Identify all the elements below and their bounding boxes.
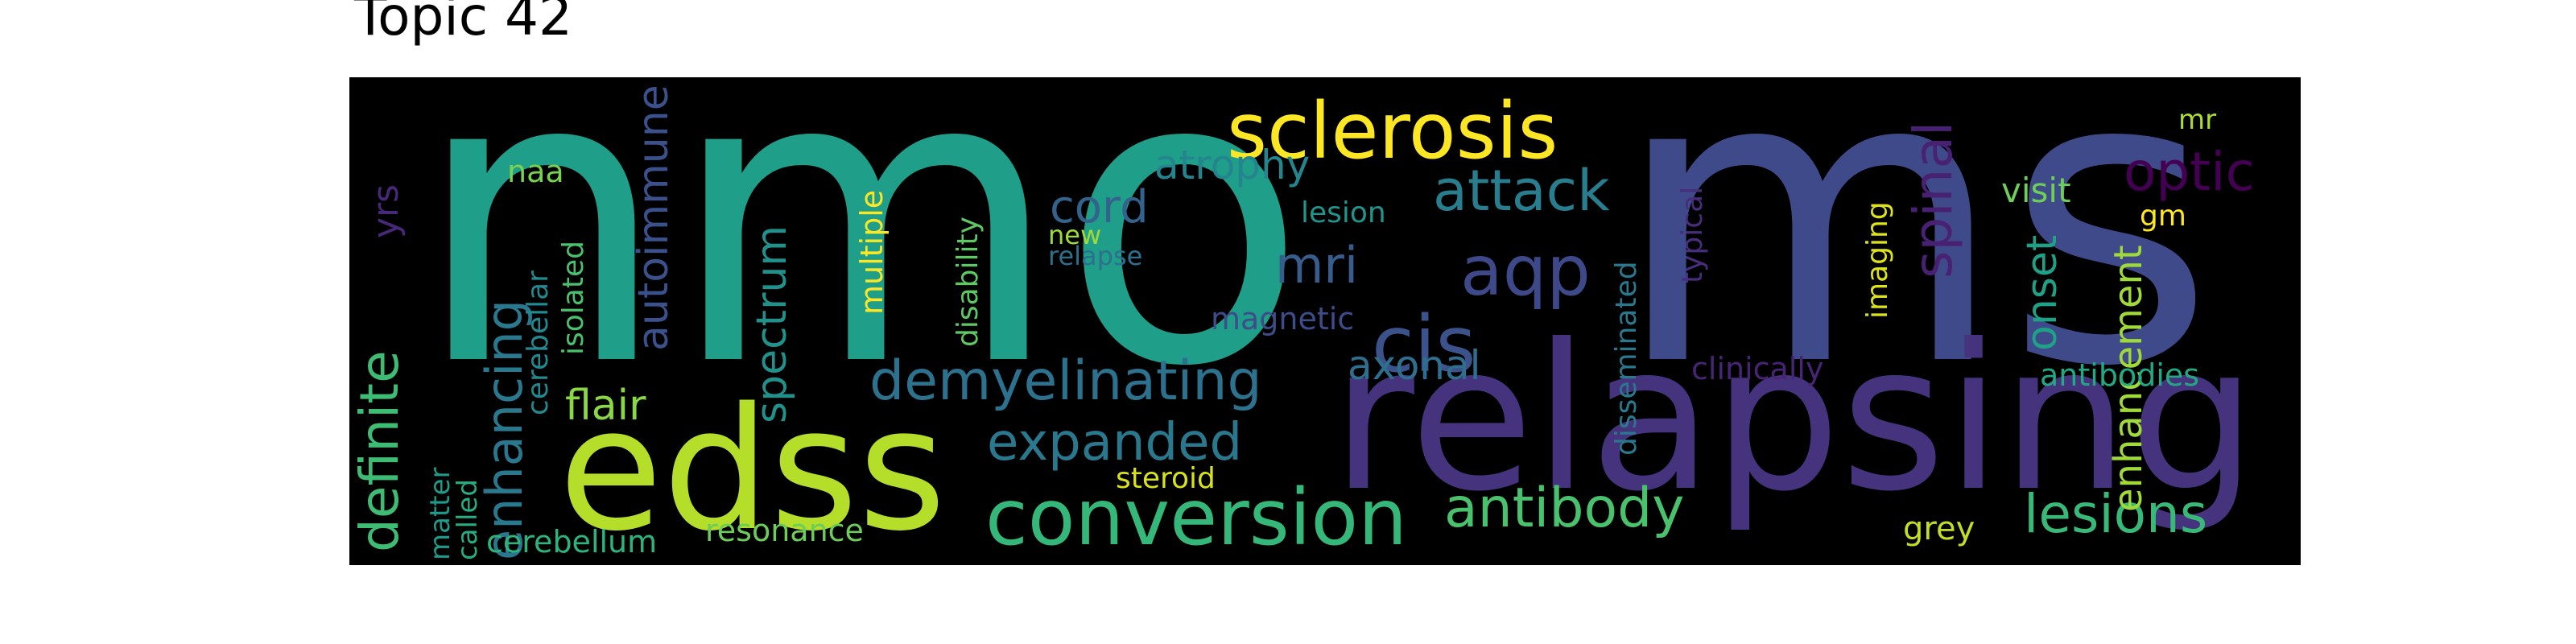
word-aqp: aqp	[1460, 231, 1591, 312]
word-magnetic: magnetic	[1211, 301, 1354, 336]
word-edss: edss	[559, 371, 946, 565]
word-isolated: isolated	[557, 241, 590, 355]
word-yrs: yrs	[365, 184, 407, 238]
word-imaging: imaging	[1861, 201, 1894, 319]
word-attack: attack	[1433, 158, 1610, 224]
word-onset: onset	[2018, 235, 2066, 351]
word-spinal: spinal	[1902, 122, 1964, 279]
word-antibody: antibody	[1444, 477, 1685, 540]
word-typical: typical	[1676, 187, 1709, 283]
word-mri: mri	[1275, 236, 1358, 295]
word-resonance: resonance	[705, 513, 864, 548]
word-sclerosis: sclerosis	[1227, 86, 1558, 176]
word-new: new	[1048, 220, 1101, 250]
word-antibodies: antibodies	[2040, 357, 2199, 393]
word-grey: grey	[1903, 510, 1975, 547]
word-lesion: lesion	[1301, 196, 1386, 229]
word-enhancement: enhancement	[2106, 245, 2151, 512]
word-gm: gm	[2140, 200, 2186, 233]
word-visit: visit	[2001, 171, 2071, 210]
word-matter: matter	[424, 467, 456, 560]
word-disseminated: disseminated	[1610, 261, 1643, 456]
word-conversion: conversion	[985, 473, 1407, 563]
word-flair: flair	[565, 382, 646, 430]
word-spectrum: spectrum	[748, 225, 796, 423]
word-demyelinating: demyelinating	[869, 349, 1262, 413]
word-clinically: clinically	[1691, 351, 1823, 386]
word-optic: optic	[2124, 141, 2255, 203]
word-disability: disability	[952, 217, 985, 347]
word-enhancing: enhancing	[475, 299, 534, 560]
word-atrophy: atrophy	[1154, 142, 1310, 188]
word-lesions: lesions	[2024, 483, 2207, 545]
figure-title: Topic 42	[354, 0, 572, 47]
word-nmo: nmo	[414, 77, 1307, 454]
word-cord: cord	[1050, 181, 1149, 233]
word-ms: ms	[1613, 77, 2215, 454]
word-called: called	[452, 479, 484, 560]
word-cerebellar: cerebellar	[522, 270, 555, 415]
word-axonal: axonal	[1348, 342, 1481, 389]
word-cloud: nmo ms relapsing edss conversion sclerosis cis…	[349, 77, 2301, 565]
word-cis: cis	[1372, 299, 1476, 390]
word-autoimmune: autoimmune	[630, 85, 678, 351]
word-naa: naa	[507, 154, 564, 189]
word-multiple: multiple	[854, 190, 890, 315]
word-steroid: steroid	[1116, 462, 1216, 495]
word-relapsing: relapsing	[1331, 301, 2256, 535]
word-definite: definite	[349, 350, 411, 552]
word-expanded: expanded	[987, 413, 1242, 473]
word-cerebellum: cerebellum	[486, 524, 657, 559]
word-mr: mr	[2178, 104, 2216, 136]
word-relapse: relapse	[1048, 241, 1142, 271]
